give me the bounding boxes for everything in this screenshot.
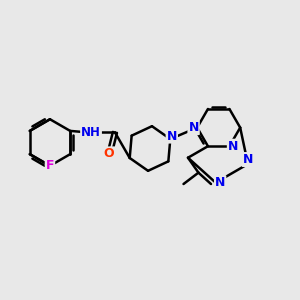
Text: N: N — [167, 130, 177, 142]
Text: N: N — [188, 121, 199, 134]
Text: F: F — [46, 159, 54, 172]
Text: N: N — [243, 153, 253, 166]
Text: N: N — [228, 140, 238, 153]
Text: N: N — [215, 176, 225, 189]
Text: NH: NH — [81, 126, 101, 139]
Text: O: O — [103, 147, 114, 161]
